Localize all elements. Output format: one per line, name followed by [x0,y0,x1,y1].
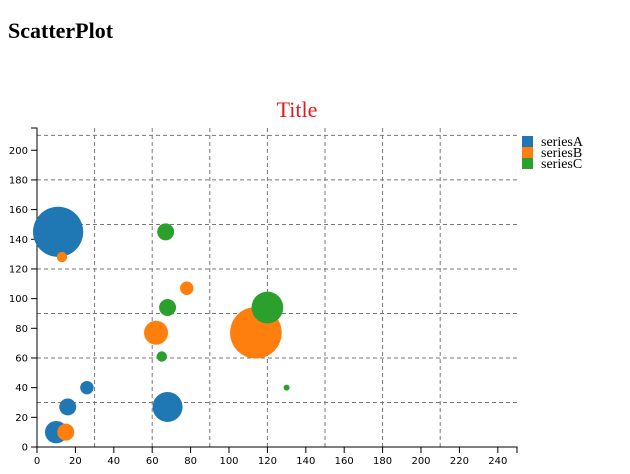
axes: 0 20 40 60 80 100 120 140 160 180 200 0 20 40 60 80 100 1… [9,127,518,467]
x-tick-label: 120 [258,456,277,467]
data-point-seriesA [80,380,94,395]
data-point-seriesC [156,351,167,362]
y-tick-label: 0 [22,443,28,454]
y-tick-label: 100 [9,294,28,305]
x-tick-label: 220 [450,456,469,467]
x-tick-label: 0 [34,456,40,467]
y-tick-label: 200 [9,146,28,157]
y-tick-label: 40 [15,383,28,394]
data-point-seriesC [283,384,290,391]
y-tick-label: 60 [15,353,28,364]
page-heading: ScatterPlot [8,18,114,43]
legend-label-seriesC: seriesC [541,157,582,172]
legend-swatch-seriesA [522,136,533,147]
data-point-seriesB [144,320,169,345]
x-tick-label: 200 [411,456,430,467]
legend-label-seriesA: seriesA [541,135,584,150]
data-point-seriesC [159,299,177,317]
x-tick-label: 160 [335,456,354,467]
y-axis-line [31,127,38,448]
x-tick-label: 240 [488,456,507,467]
data-point-seriesC [251,291,284,324]
x-tick-label: 20 [69,456,82,467]
data-point-seriesC [157,223,175,241]
legend-swatch-seriesB [522,147,533,158]
data-point-seriesB [57,423,75,441]
x-tick-label: 80 [184,456,197,467]
y-tick-label: 80 [15,324,28,335]
data-point-seriesA [152,391,183,422]
y-tick-label: 120 [9,264,28,275]
y-tick-label: 180 [9,175,28,186]
legend-label-seriesB: seriesB [541,146,582,161]
data-point-seriesA [59,398,77,416]
data-point-seriesB [180,281,194,295]
x-axis-line [36,446,518,453]
x-tick-label: 60 [146,456,159,467]
data-point-seriesB [56,251,68,263]
grid-lines [37,128,517,447]
chart-title: Title [277,97,318,122]
x-tick-label: 180 [373,456,392,467]
data-point-seriesA [33,206,84,257]
x-tick-label: 140 [296,456,315,467]
y-tick-label: 140 [9,235,28,246]
y-tick-label: 160 [9,205,28,216]
y-tick-label: 20 [15,413,28,424]
legend-swatch-seriesC [522,158,533,169]
x-tick-label: 40 [107,456,120,467]
data-points [33,206,290,444]
x-tick-label: 100 [219,456,238,467]
